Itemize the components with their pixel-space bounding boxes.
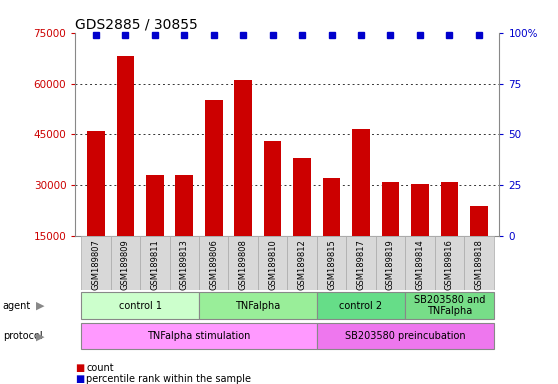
Text: GSM189819: GSM189819 bbox=[386, 239, 395, 290]
Text: GSM189814: GSM189814 bbox=[415, 239, 425, 290]
Bar bbox=[317, 292, 405, 319]
Bar bbox=[140, 236, 170, 290]
Text: GSM189815: GSM189815 bbox=[327, 239, 336, 290]
Bar bbox=[376, 236, 405, 290]
Text: GSM189807: GSM189807 bbox=[92, 239, 100, 290]
Text: GSM189812: GSM189812 bbox=[297, 239, 306, 290]
Text: ■: ■ bbox=[75, 374, 85, 384]
Text: GSM189808: GSM189808 bbox=[239, 239, 248, 290]
Text: GDS2885 / 30855: GDS2885 / 30855 bbox=[75, 18, 198, 31]
Bar bbox=[81, 236, 110, 290]
Bar bbox=[199, 292, 317, 319]
Text: percentile rank within the sample: percentile rank within the sample bbox=[86, 374, 252, 384]
Text: protocol: protocol bbox=[3, 331, 42, 341]
Bar bbox=[347, 236, 376, 290]
Bar bbox=[146, 175, 163, 236]
Text: ▶: ▶ bbox=[36, 301, 45, 311]
Text: GSM189818: GSM189818 bbox=[474, 239, 483, 290]
Bar bbox=[405, 292, 493, 319]
Bar bbox=[287, 236, 317, 290]
Bar bbox=[234, 80, 252, 236]
Bar bbox=[464, 236, 493, 290]
Bar bbox=[435, 236, 464, 290]
Bar bbox=[170, 236, 199, 290]
Text: GSM189810: GSM189810 bbox=[268, 239, 277, 290]
Text: GSM189813: GSM189813 bbox=[180, 239, 189, 290]
Bar bbox=[87, 131, 105, 236]
Text: GSM189816: GSM189816 bbox=[445, 239, 454, 290]
Text: GSM189806: GSM189806 bbox=[209, 239, 218, 290]
Text: TNFalpha: TNFalpha bbox=[235, 301, 281, 311]
Bar bbox=[110, 236, 140, 290]
Text: agent: agent bbox=[3, 301, 31, 311]
Bar bbox=[258, 236, 287, 290]
Bar bbox=[352, 129, 370, 236]
Bar bbox=[470, 205, 488, 236]
Text: control 1: control 1 bbox=[119, 301, 162, 311]
Bar bbox=[205, 101, 223, 236]
Text: control 2: control 2 bbox=[339, 301, 383, 311]
Bar bbox=[440, 182, 458, 236]
Bar bbox=[81, 323, 317, 349]
Bar bbox=[323, 179, 340, 236]
Bar bbox=[294, 158, 311, 236]
Text: TNFalpha stimulation: TNFalpha stimulation bbox=[147, 331, 251, 341]
Bar bbox=[405, 236, 435, 290]
Bar bbox=[175, 175, 193, 236]
Bar bbox=[81, 292, 199, 319]
Bar bbox=[264, 141, 281, 236]
Text: GSM189811: GSM189811 bbox=[150, 239, 160, 290]
Text: SB203580 and
TNFalpha: SB203580 and TNFalpha bbox=[413, 295, 485, 316]
Bar bbox=[411, 184, 429, 236]
Text: ▶: ▶ bbox=[36, 331, 45, 341]
Bar bbox=[199, 236, 228, 290]
Bar bbox=[317, 236, 347, 290]
Bar bbox=[317, 323, 493, 349]
Bar bbox=[382, 182, 400, 236]
Bar bbox=[117, 56, 134, 236]
Text: GSM189809: GSM189809 bbox=[121, 239, 130, 290]
Text: SB203580 preincubation: SB203580 preincubation bbox=[345, 331, 465, 341]
Text: ■: ■ bbox=[75, 363, 85, 373]
Text: GSM189817: GSM189817 bbox=[357, 239, 365, 290]
Text: count: count bbox=[86, 363, 114, 373]
Bar bbox=[228, 236, 258, 290]
